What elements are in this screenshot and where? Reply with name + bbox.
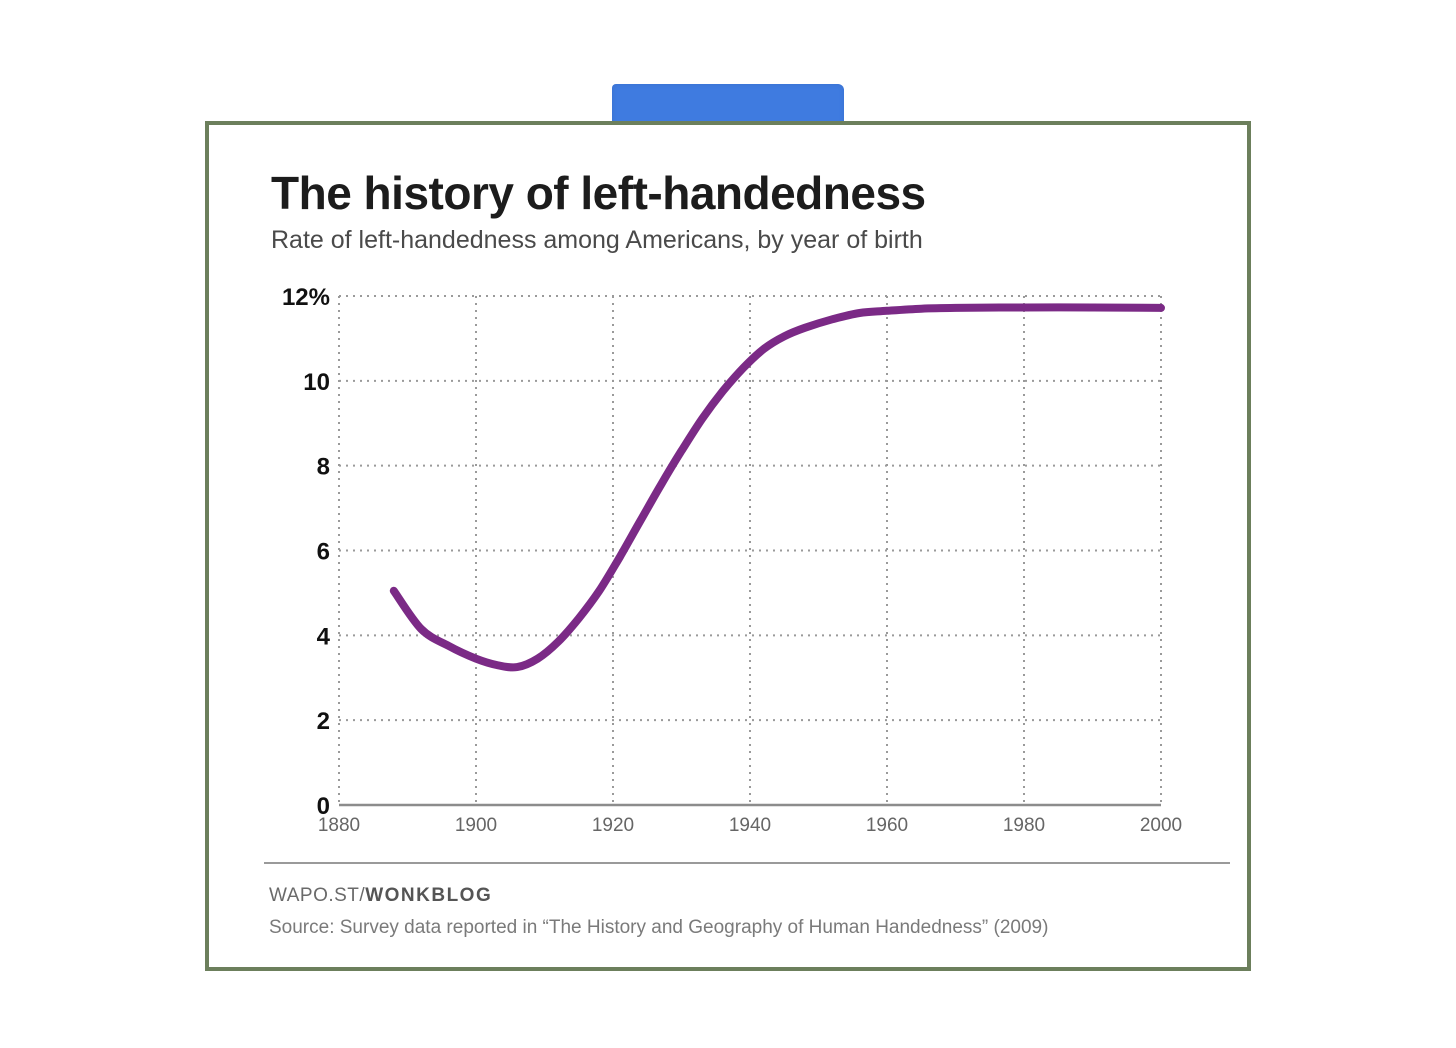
y-tick-label: 6: [317, 539, 330, 566]
credit-prefix: WAPO.ST/: [269, 885, 366, 906]
y-tick-label: 10: [303, 369, 330, 396]
credit: WAPO.ST/WONKBLOG: [269, 885, 492, 907]
x-tick-label: 1960: [866, 815, 908, 836]
chart-title: The history of left-handedness: [271, 167, 926, 219]
source-note: Source: Survey data reported in “The His…: [269, 917, 1049, 938]
footer-divider: [264, 862, 1230, 864]
grid: [338, 295, 1162, 805]
x-tick-label: 1920: [592, 815, 634, 836]
chart-frame: [205, 121, 1251, 971]
credit-brand: WONKBLOG: [365, 885, 493, 906]
series-group: [389, 303, 1165, 672]
x-tick-label: 1940: [729, 815, 771, 836]
y-tick-label: 4: [317, 623, 331, 650]
x-tick-label: 1880: [318, 815, 360, 836]
chart-subtitle: Rate of left-handedness among Americans,…: [271, 226, 923, 254]
tick-labels: 0 2 4 6 8 10 12% 1880 1900 1920 1940 1960 1980 2000: [282, 284, 1182, 836]
y-tick-label: 12%: [282, 284, 330, 311]
x-tick-label: 2000: [1140, 815, 1182, 836]
series-line: [389, 303, 1165, 672]
x-tick-label: 1980: [1003, 815, 1045, 836]
y-tick-label: 2: [317, 708, 330, 735]
x-tick-label: 1900: [455, 815, 497, 836]
y-tick-label: 8: [317, 454, 330, 481]
y-tick-label: 0: [317, 793, 330, 820]
